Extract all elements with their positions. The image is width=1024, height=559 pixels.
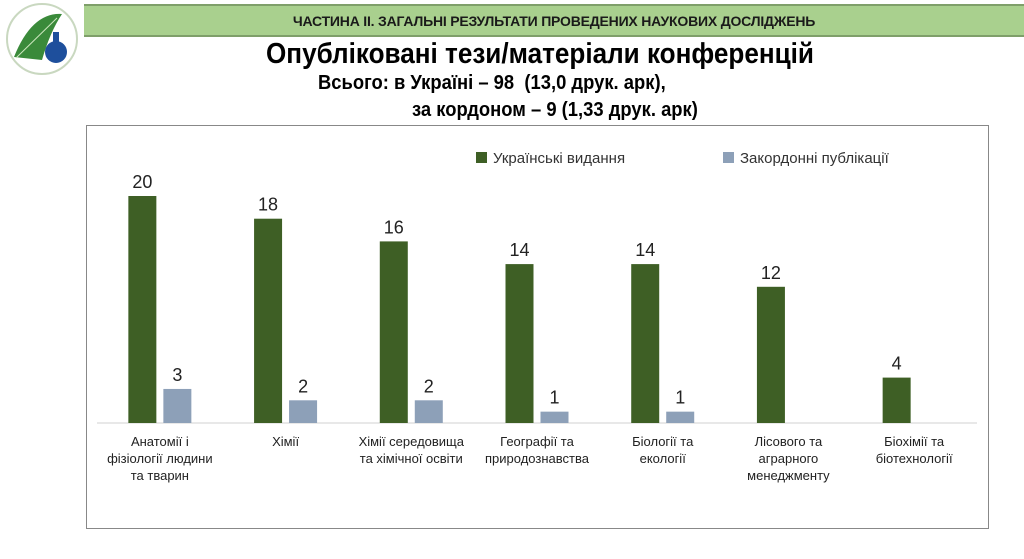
subtitle-line-1: Всього: в Україні – 98 (13,0 друк. арк),: [318, 72, 666, 94]
bar-foreign: [414, 400, 443, 423]
category-label: екології: [640, 451, 687, 466]
data-label: 2: [298, 376, 308, 396]
bar-ukrainian: [379, 241, 408, 423]
section-header: ЧАСТИНА ІІ. ЗАГАЛЬНІ РЕЗУЛЬТАТИ ПРОВЕДЕН…: [84, 4, 1024, 37]
bar-ukrainian: [128, 196, 157, 423]
category-label: Анатомії і: [131, 434, 189, 449]
bar-foreign: [163, 388, 192, 423]
data-label: 1: [675, 388, 685, 408]
data-label: 4: [892, 354, 902, 374]
category-label: Біохімії та: [884, 434, 945, 449]
data-label: 14: [509, 240, 529, 260]
bar-ukrainian: [882, 377, 911, 423]
data-label: 12: [761, 263, 781, 283]
data-label: 3: [172, 365, 182, 385]
bar-ukrainian: [631, 264, 660, 423]
slide-title: Опубліковані тези/матеріали конференцій: [266, 38, 814, 70]
bar-ukrainian: [756, 286, 785, 423]
bar-ukrainian: [505, 264, 534, 423]
data-label: 14: [635, 240, 655, 260]
category-label: Хімії: [272, 434, 299, 449]
category-label: Біології та: [632, 434, 694, 449]
category-label: фізіології людини: [107, 451, 213, 466]
subtitle-line-2: за кордоном – 9 (1,33 друк. арк): [412, 99, 698, 121]
bar-foreign: [540, 411, 569, 423]
legend-swatch: [723, 152, 734, 163]
bar-ukrainian: [254, 218, 283, 423]
data-label: 20: [132, 172, 152, 192]
category-label: менеджменту: [747, 468, 830, 483]
bar-foreign: [289, 400, 318, 423]
legend-label: Закордонні публікації: [740, 150, 890, 167]
university-logo: [6, 3, 78, 75]
data-label: 2: [424, 376, 434, 396]
category-label: Лісового та: [755, 434, 823, 449]
bar-foreign: [666, 411, 695, 423]
category-label: біотехнології: [876, 451, 953, 466]
legend: Українські видання Закордонні публікації: [476, 150, 890, 167]
data-label: 1: [549, 388, 559, 408]
data-label: 16: [384, 217, 404, 237]
data-label: 18: [258, 195, 278, 215]
legend-swatch: [476, 152, 487, 163]
category-label: та тварин: [131, 468, 189, 483]
bars-group: 20 3 Анатомії і фізіології людини та тварин 1…: [107, 172, 953, 483]
category-label: Географії та: [500, 434, 574, 449]
chart-frame: [86, 125, 989, 529]
category-label: природознавства: [485, 451, 590, 466]
category-label: аграрного: [759, 451, 819, 466]
category-label: Хімії середовища: [359, 434, 465, 449]
legend-label: Українські видання: [493, 150, 625, 167]
category-label: та хімічної освіти: [360, 451, 463, 466]
